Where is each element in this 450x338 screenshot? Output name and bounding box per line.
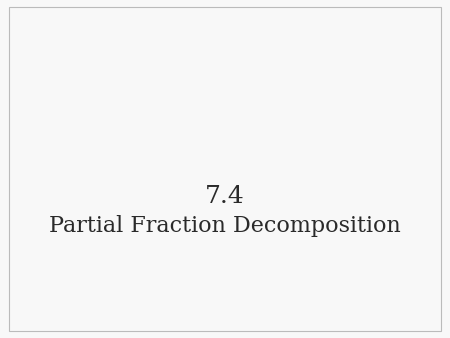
Text: 7.4: 7.4	[205, 185, 245, 208]
Text: Partial Fraction Decomposition: Partial Fraction Decomposition	[49, 215, 401, 238]
